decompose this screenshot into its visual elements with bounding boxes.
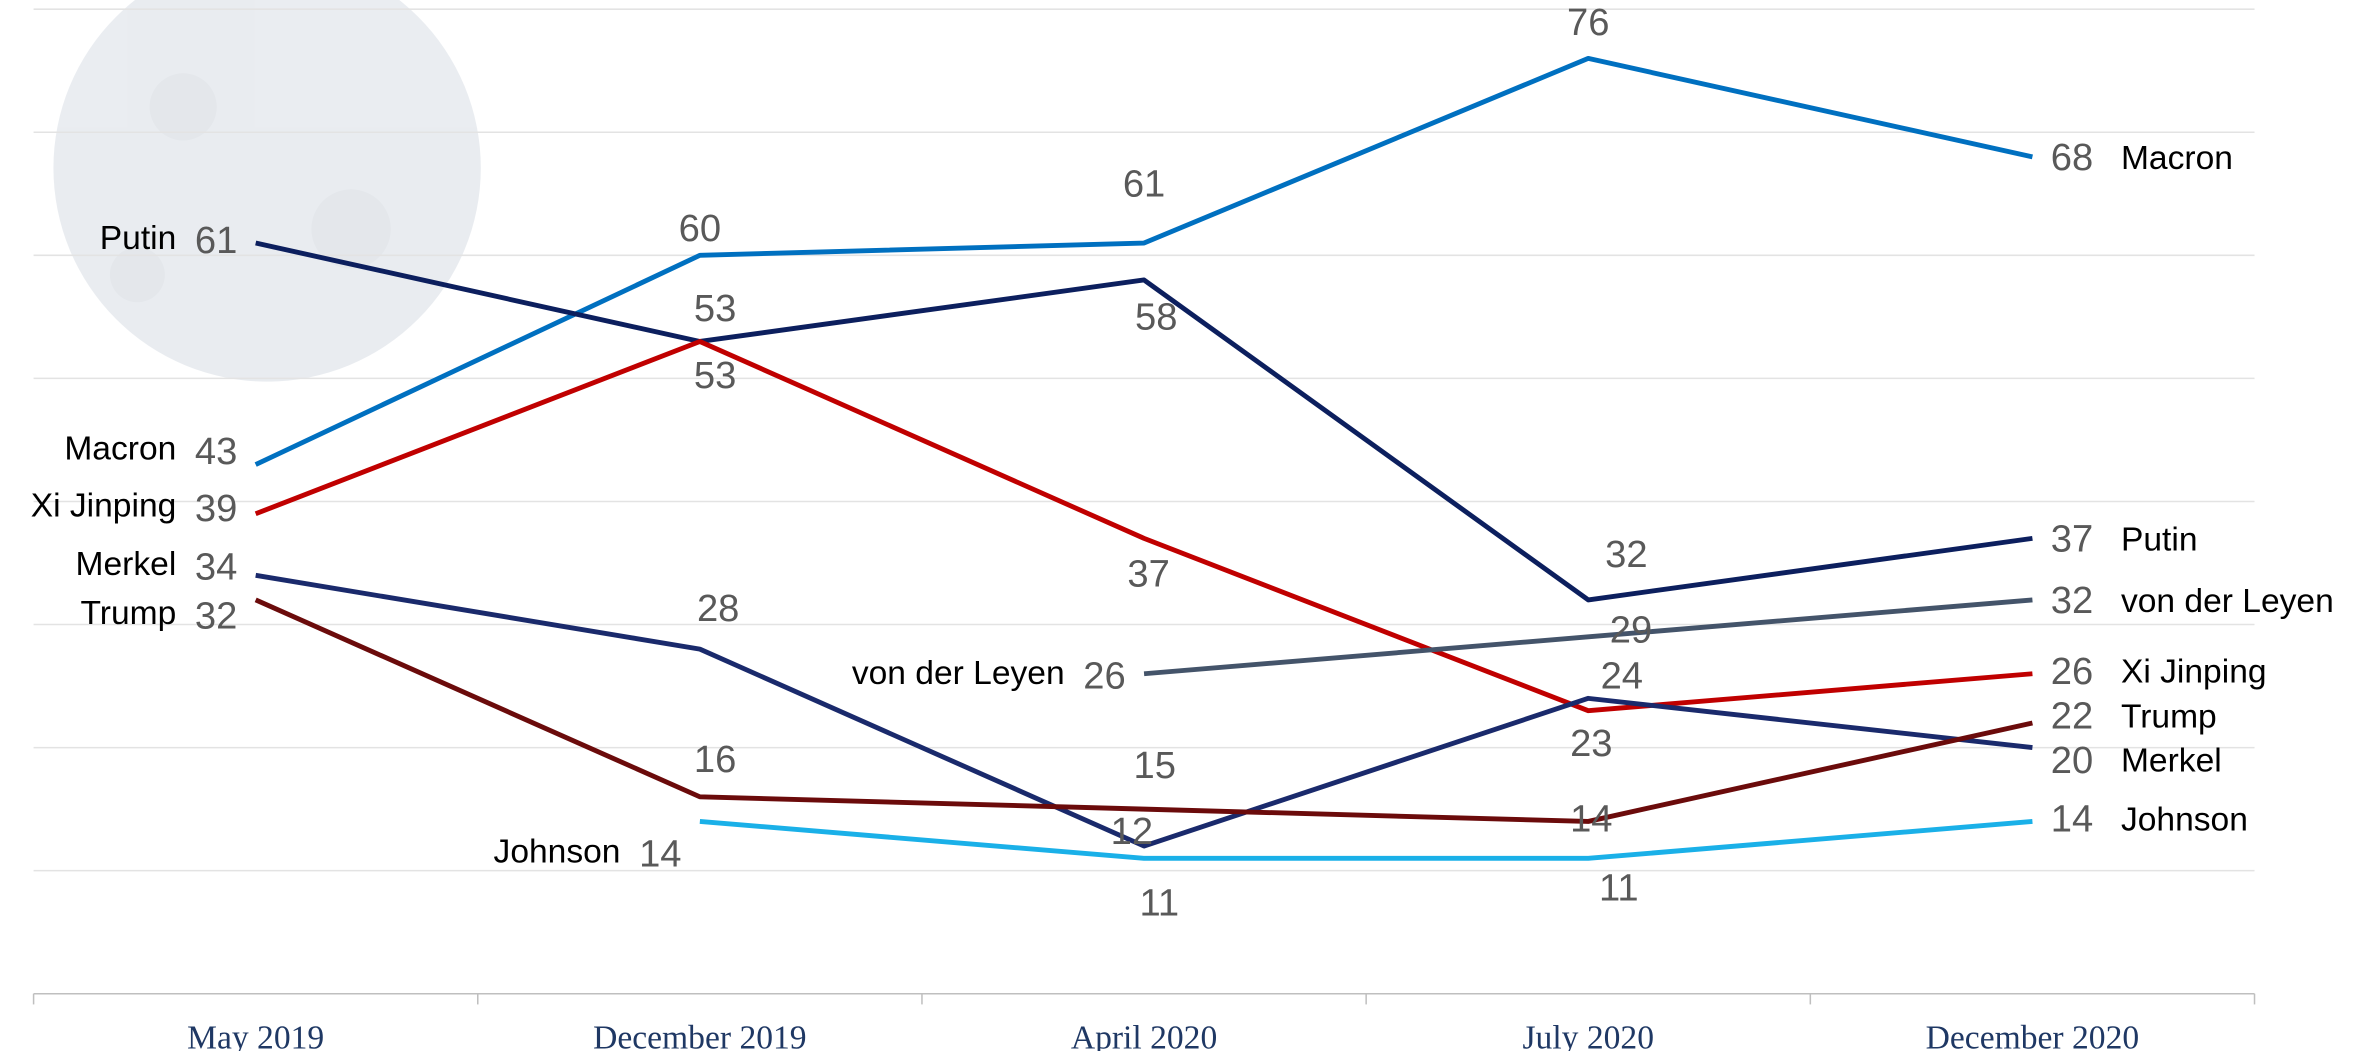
value-label: 20: [2051, 739, 2093, 782]
x-tick-label: May 2019: [187, 1020, 324, 1051]
value-label: 43: [195, 430, 237, 473]
value-label: 68: [2051, 136, 2093, 179]
value-label: 58: [1135, 296, 1177, 339]
chart: May 2019 December 2019 April 2020 July 2020…: [0, 0, 2369, 1051]
value-label: 61: [195, 219, 237, 262]
value-label: 16: [694, 738, 736, 781]
value-label: 14: [1570, 798, 1612, 841]
series-name-label: von der Leyen: [2121, 583, 2334, 620]
value-label: 37: [1127, 553, 1169, 596]
x-tick-label: December 2019: [593, 1020, 807, 1051]
series-line: [700, 821, 2033, 858]
value-label: 26: [2051, 650, 2093, 693]
series-name-label: Trump: [2121, 698, 2217, 735]
series-line: [256, 58, 2033, 464]
series-name-label: von der Leyen: [852, 655, 1065, 692]
value-label: 39: [195, 487, 237, 530]
value-label: 61: [1123, 163, 1165, 206]
page: {"chart_data": {"type": "line", "categor…: [0, 0, 2369, 1051]
series-line: [256, 341, 2033, 710]
value-label: 14: [639, 833, 681, 876]
series-name-label: Merkel: [76, 546, 177, 583]
series-name-label: Merkel: [2121, 743, 2222, 780]
series-name-label: Johnson: [494, 833, 621, 870]
value-label: 32: [2051, 579, 2093, 622]
series-name-label: Xi Jinping: [31, 488, 177, 525]
series-name-label: Putin: [2121, 521, 2198, 558]
value-label: 23: [1570, 722, 1612, 765]
value-label: 28: [697, 587, 739, 630]
x-tick-label: December 2020: [1926, 1020, 2140, 1051]
background-virus: [53, 0, 480, 382]
value-label: 53: [694, 354, 736, 397]
value-label: 37: [2051, 518, 2093, 561]
value-label: 32: [195, 594, 237, 637]
value-label: 24: [1601, 655, 1643, 698]
value-label: 22: [2051, 694, 2093, 737]
value-label: 34: [195, 545, 237, 588]
x-tick-label: July 2020: [1522, 1020, 1654, 1051]
x-tick-label: April 2020: [1071, 1020, 1217, 1051]
value-label: 11: [1599, 866, 1639, 909]
series-name-label: Johnson: [2121, 801, 2248, 838]
virus-spike: [150, 73, 217, 140]
value-label: 12: [1111, 810, 1153, 853]
series-name-label: Macron: [64, 431, 176, 468]
value-label: 29: [1610, 608, 1652, 651]
value-label: 26: [1083, 654, 1125, 697]
series-line: [1144, 600, 2032, 674]
value-label: 60: [679, 207, 721, 250]
value-label: 76: [1567, 1, 1609, 44]
value-label: 15: [1134, 744, 1176, 787]
series-line: [256, 600, 2033, 822]
series-name-label: Xi Jinping: [2121, 654, 2267, 691]
value-label: 53: [694, 287, 736, 330]
value-label: 14: [2051, 798, 2093, 841]
value-label: 32: [1605, 533, 1647, 576]
series-name-label: Trump: [81, 595, 177, 632]
virus-body: [53, 0, 480, 382]
series-name-label: Putin: [100, 220, 177, 257]
value-label: 11: [1140, 882, 1180, 925]
series-line: [256, 575, 2033, 846]
series-name-label: Macron: [2121, 140, 2233, 177]
